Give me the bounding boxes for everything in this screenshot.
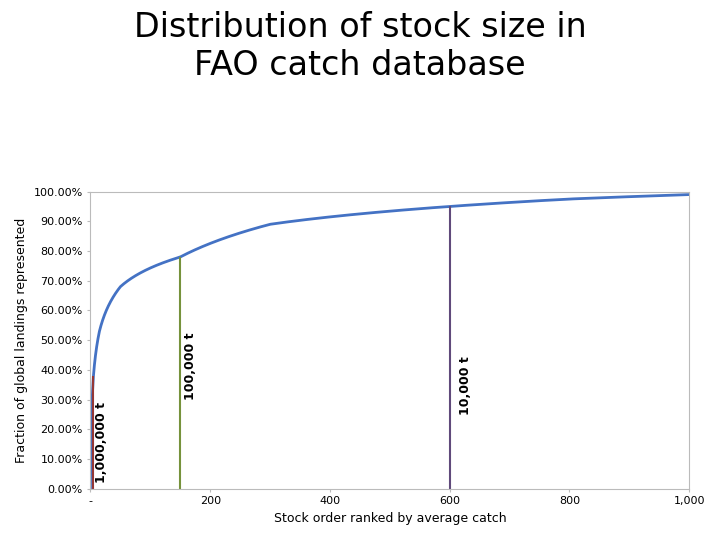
Text: Distribution of stock size in
FAO catch database: Distribution of stock size in FAO catch … (134, 11, 586, 82)
Y-axis label: Fraction of global landings represented: Fraction of global landings represented (15, 218, 28, 463)
Text: 1,000,000 t: 1,000,000 t (95, 402, 108, 483)
X-axis label: Stock order ranked by average catch: Stock order ranked by average catch (274, 512, 506, 525)
Text: 10,000 t: 10,000 t (459, 356, 472, 415)
Text: 100,000 t: 100,000 t (184, 332, 197, 400)
